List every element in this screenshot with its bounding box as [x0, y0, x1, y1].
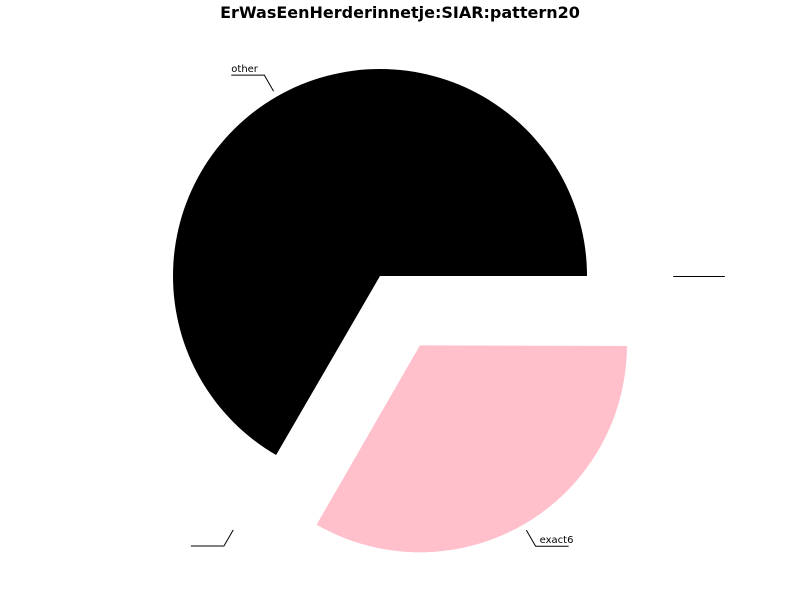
leader-line-unlabeled-1	[190, 529, 234, 547]
pie-labels: other exact6	[190, 64, 725, 547]
slice-label-exact6: exact6	[540, 535, 574, 546]
leader-line-exact6	[525, 529, 569, 547]
pie-slices	[172, 68, 667, 553]
pie-slice-other	[172, 68, 587, 456]
pie-slice-exact6	[316, 345, 627, 553]
leader-line-other	[231, 74, 275, 92]
pie-slice-unlabeled-3	[459, 276, 667, 277]
pie-slice-unlabeled-1	[236, 345, 340, 525]
chart-title: ErWasEenHerderinnetje:SIAR:pattern20	[220, 3, 580, 22]
slice-label-other: other	[231, 64, 259, 75]
